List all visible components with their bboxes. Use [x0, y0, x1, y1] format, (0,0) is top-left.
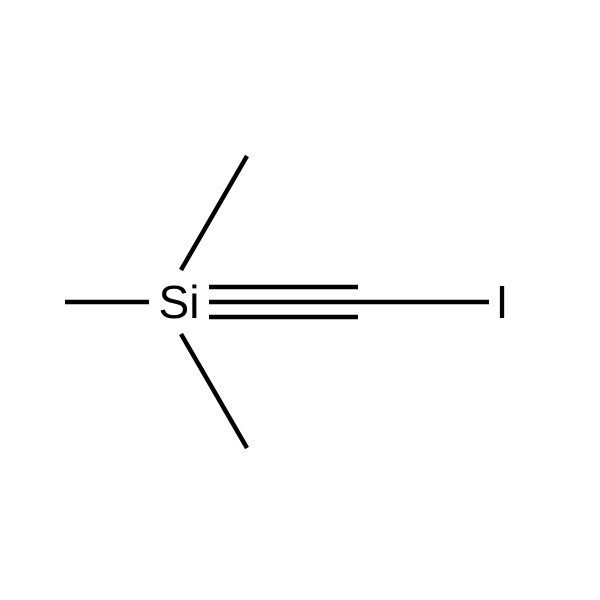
atom-label-i: I [496, 276, 509, 328]
atom-label-si: Si [159, 276, 200, 328]
chemical-structure: Si I [0, 0, 600, 600]
